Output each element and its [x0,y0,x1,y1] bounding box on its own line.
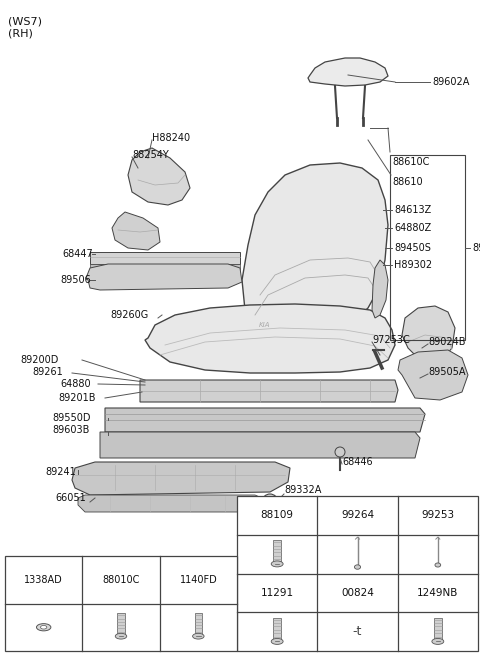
Ellipse shape [432,638,444,644]
Text: (WS7): (WS7) [8,16,42,26]
Text: (RH): (RH) [8,28,33,38]
Text: 89261: 89261 [32,367,63,377]
Ellipse shape [36,624,51,631]
Ellipse shape [435,563,441,567]
Text: 68446: 68446 [342,457,372,467]
Polygon shape [398,350,468,400]
Polygon shape [72,462,290,495]
Bar [273,618,281,642]
Text: H89302: H89302 [394,260,432,270]
Bar [273,540,281,564]
Polygon shape [128,148,190,205]
Text: 99253: 99253 [421,510,455,520]
Text: 97253C: 97253C [372,335,410,345]
Polygon shape [78,495,262,512]
Text: 88109: 88109 [261,510,294,520]
Text: 89550D: 89550D [52,413,91,423]
Text: 68447: 68447 [62,249,93,259]
Bar [434,618,442,642]
Text: 89200D: 89200D [20,355,59,365]
Text: 1249NB: 1249NB [417,588,458,598]
Text: 89260G: 89260G [110,310,148,320]
Polygon shape [242,163,388,330]
Text: H88240: H88240 [152,133,190,143]
Text: -t: -t [353,625,362,638]
Text: KIA: KIA [259,322,271,328]
Text: 89361C: 89361C [472,243,480,253]
Ellipse shape [271,561,283,567]
Text: 88010C: 88010C [102,575,140,584]
Text: 84613Z: 84613Z [394,205,431,215]
Ellipse shape [271,638,283,644]
Polygon shape [140,380,398,402]
Text: 88610C: 88610C [392,157,430,167]
Text: 89450S: 89450S [394,243,431,253]
Polygon shape [308,58,388,86]
Polygon shape [86,264,242,290]
Polygon shape [402,306,455,366]
Text: 88610: 88610 [392,177,422,187]
Polygon shape [145,304,395,373]
Polygon shape [100,432,420,458]
Bar [195,613,202,636]
Text: 1338AD: 1338AD [24,575,63,584]
Text: 64880Z: 64880Z [394,223,431,233]
Text: 89603B: 89603B [52,425,89,435]
Bar [117,613,125,636]
Text: 89332A: 89332A [284,485,322,495]
Text: 89201B: 89201B [58,393,96,403]
Text: 89602A: 89602A [432,77,469,87]
Text: 66051: 66051 [55,493,86,503]
Ellipse shape [192,633,204,639]
Circle shape [335,447,345,457]
Bar [5,556,237,651]
Text: 88254Y: 88254Y [132,150,169,160]
Text: 89506: 89506 [60,275,91,285]
Text: 89024B: 89024B [428,337,466,347]
Text: 99264: 99264 [341,510,374,520]
Ellipse shape [115,633,127,639]
Circle shape [262,494,278,510]
Ellipse shape [40,625,47,629]
Bar [237,496,478,651]
Text: 64880: 64880 [60,379,91,389]
Polygon shape [372,260,388,318]
Text: 89241: 89241 [45,467,76,477]
Polygon shape [90,252,240,264]
Text: 11291: 11291 [261,588,294,598]
Polygon shape [105,408,425,432]
Text: 1140FD: 1140FD [180,575,217,584]
Ellipse shape [354,565,360,569]
Polygon shape [112,212,160,250]
Text: 89505A: 89505A [428,367,466,377]
Polygon shape [90,264,240,272]
Bar [390,155,465,340]
Text: 00824: 00824 [341,588,374,598]
